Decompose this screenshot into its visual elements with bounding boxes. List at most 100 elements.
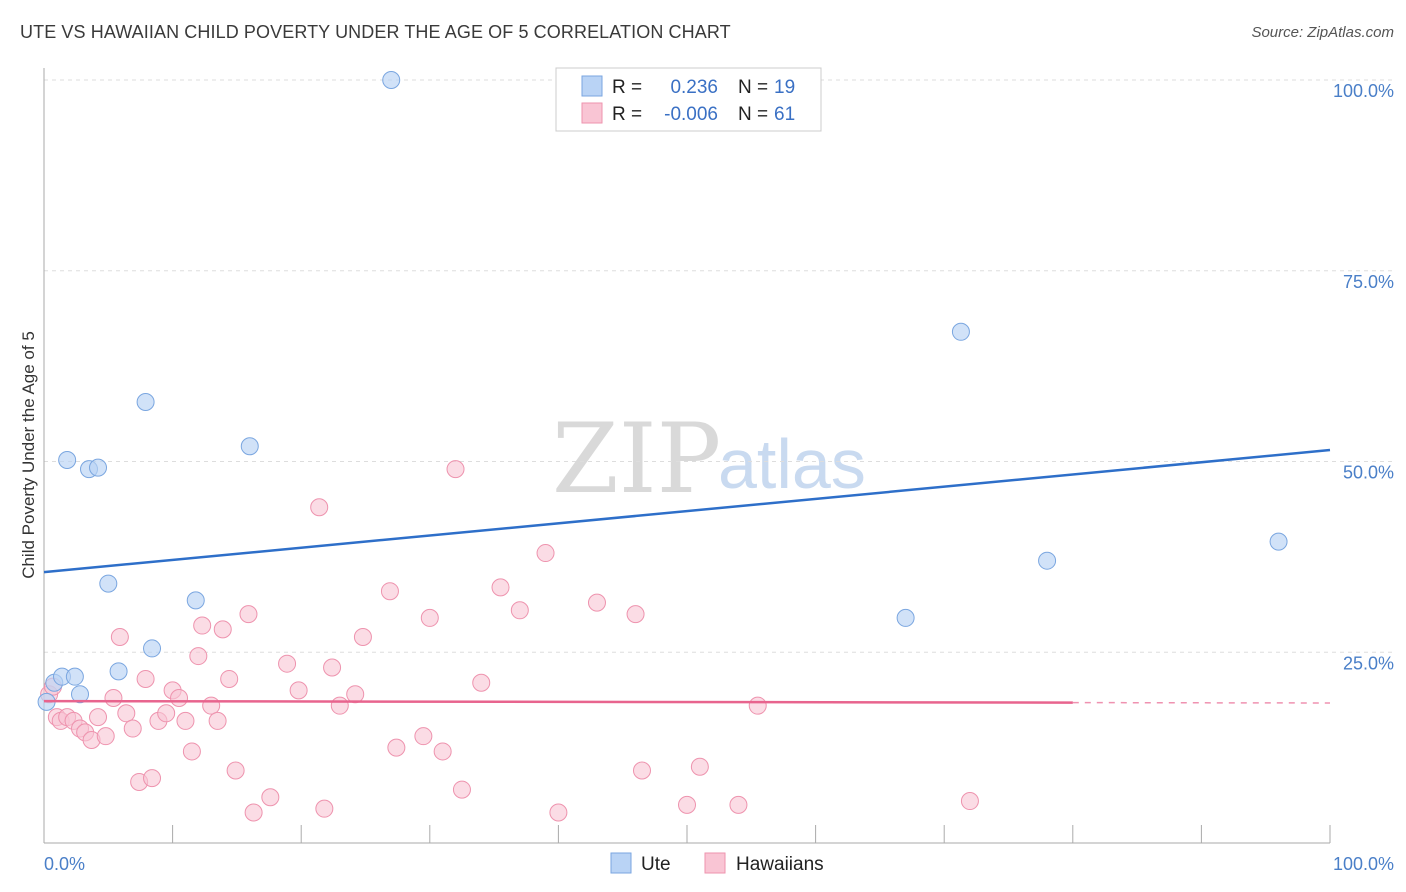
watermark-zip: ZIP xyxy=(552,403,721,515)
hawaiians-point xyxy=(414,727,433,746)
y-tick-label: 50.0% xyxy=(1343,463,1394,483)
ute-point xyxy=(382,71,401,89)
legend-r-label-hawaiians: R = xyxy=(612,104,642,125)
hawaiians-point xyxy=(729,795,748,814)
ute-point xyxy=(186,591,205,610)
x-tick-label-min: 0.0% xyxy=(44,854,85,874)
hawaiians-trend-line xyxy=(43,699,1073,704)
hawaiians-point xyxy=(446,460,465,479)
hawaiians-point xyxy=(960,792,979,811)
ute-point xyxy=(896,608,915,627)
ute-point xyxy=(136,392,155,411)
ute-point xyxy=(240,437,259,456)
hawaiians-point xyxy=(549,803,568,822)
hawaiians-point xyxy=(433,742,452,761)
ute-point xyxy=(1038,551,1057,570)
hawaiians-point xyxy=(472,673,491,692)
ute-point xyxy=(99,574,118,593)
hawaiians-point xyxy=(315,799,334,818)
hawaiians-point xyxy=(678,795,696,814)
hawaiians-point xyxy=(491,578,510,597)
hawaiians-point xyxy=(143,769,162,788)
ute-points xyxy=(37,71,1288,711)
hawaiians-point xyxy=(353,627,372,646)
legend-swatch-hawaiians xyxy=(581,102,603,124)
hawaiians-point xyxy=(244,803,263,822)
ute-point xyxy=(109,662,128,681)
legend-r-value-hawaiians: -0.006 xyxy=(664,104,718,125)
hawaiians-point xyxy=(176,711,195,730)
hawaiians-points xyxy=(40,460,979,822)
gridlines xyxy=(44,79,1394,653)
hawaiians-point xyxy=(346,685,365,704)
x-tick-label-max: 100.0% xyxy=(1333,854,1394,874)
ute-point xyxy=(71,685,90,704)
ute-point xyxy=(951,322,970,341)
hawaiians-point xyxy=(690,757,709,776)
hawaiians-point xyxy=(330,696,349,715)
y-axis-label: Child Poverty Under the Age of 5 xyxy=(19,331,38,579)
ute-point xyxy=(89,458,108,477)
trend-lines xyxy=(43,448,1331,704)
hawaiians-point xyxy=(157,704,176,723)
series-legend-label-ute: Ute xyxy=(641,854,671,875)
ute-point xyxy=(58,450,77,469)
x-ticks xyxy=(172,825,1331,843)
hawaiians-point xyxy=(626,605,645,624)
hawaiians-point xyxy=(123,719,142,738)
series-legend: Ute Hawaiians xyxy=(610,852,824,875)
hawaiians-point xyxy=(213,620,232,639)
hawaiians-point xyxy=(110,627,129,646)
hawaiians-point xyxy=(632,761,651,780)
hawaiians-point xyxy=(289,681,308,700)
hawaiians-point xyxy=(96,727,115,746)
legend-n-label-ute: N = xyxy=(738,77,768,98)
ute-point xyxy=(143,639,162,658)
y-tick-label: 75.0% xyxy=(1343,272,1394,292)
ute-point xyxy=(1269,532,1288,551)
legend-n-value-ute: 19 xyxy=(774,77,795,98)
correlation-legend: R = 0.236 N = 19 R = -0.006 N = 61 xyxy=(555,67,822,132)
y-tick-labels: 25.0% 50.0% 75.0% 100.0% xyxy=(1333,81,1394,673)
chart-title: UTE VS HAWAIIAN CHILD POVERTY UNDER THE … xyxy=(20,22,731,42)
hawaiians-point xyxy=(189,647,208,666)
ute-trend-line xyxy=(43,448,1331,574)
hawaiians-point xyxy=(452,780,471,799)
legend-n-value-hawaiians: 61 xyxy=(774,104,795,125)
hawaiians-point xyxy=(278,654,297,673)
hawaiians-point xyxy=(226,761,245,780)
hawaiians-point xyxy=(387,738,406,757)
legend-swatch-ute xyxy=(581,75,603,97)
hawaiians-point xyxy=(420,608,439,627)
hawaiians-point xyxy=(170,689,189,708)
legend-r-value-ute: 0.236 xyxy=(670,77,718,98)
hawaiians-point xyxy=(117,704,136,723)
hawaiians-point xyxy=(587,593,606,612)
y-tick-label: 25.0% xyxy=(1343,653,1394,673)
hawaiians-point xyxy=(193,616,212,635)
watermark-atlas: atlas xyxy=(718,425,866,503)
hawaiians-point xyxy=(380,582,399,601)
hawaiians-point xyxy=(239,605,258,624)
hawaiians-point xyxy=(510,601,529,620)
source-credit: Source: ZipAtlas.com xyxy=(1251,24,1394,41)
ute-point xyxy=(65,667,84,686)
hawaiians-point xyxy=(220,669,239,688)
series-legend-swatch-hawaiians xyxy=(704,852,726,874)
hawaiians-point xyxy=(208,711,227,730)
legend-n-label-hawaiians: N = xyxy=(738,104,768,125)
series-legend-label-hawaiians: Hawaiians xyxy=(736,854,824,875)
hawaiians-point xyxy=(323,658,342,677)
hawaiians-point xyxy=(310,498,329,517)
hawaiians-point xyxy=(182,742,201,761)
legend-r-label-ute: R = xyxy=(612,77,642,98)
hawaiians-point xyxy=(89,708,108,727)
hawaiians-point xyxy=(136,669,155,688)
y-tick-label: 100.0% xyxy=(1333,81,1394,101)
series-legend-swatch-ute xyxy=(610,852,632,874)
hawaiians-point xyxy=(104,689,123,708)
hawaiians-point xyxy=(202,696,221,715)
hawaiians-point xyxy=(748,696,767,715)
hawaiians-point xyxy=(536,544,555,563)
